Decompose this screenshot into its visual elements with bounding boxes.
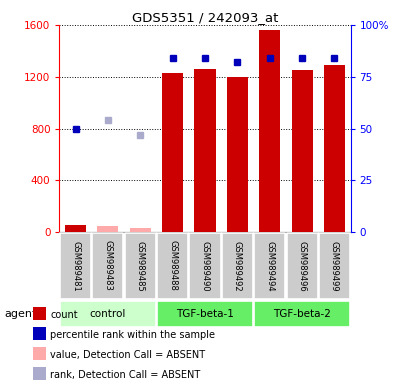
- Text: control: control: [90, 309, 126, 319]
- Bar: [221, 233, 252, 299]
- Bar: [124, 233, 155, 299]
- Bar: [189, 233, 220, 299]
- Text: GSM989494: GSM989494: [265, 241, 274, 291]
- Text: GSM989481: GSM989481: [71, 240, 80, 291]
- Text: rank, Detection Call = ABSENT: rank, Detection Call = ABSENT: [50, 370, 200, 380]
- Bar: [254, 301, 349, 327]
- Text: TGF-beta-1: TGF-beta-1: [175, 309, 234, 319]
- Text: GSM989483: GSM989483: [103, 240, 112, 291]
- Title: GDS5351 / 242093_at: GDS5351 / 242093_at: [131, 11, 278, 24]
- Text: GSM989490: GSM989490: [200, 241, 209, 291]
- Text: TGF-beta-2: TGF-beta-2: [272, 309, 330, 319]
- Bar: [254, 233, 285, 299]
- Text: count: count: [50, 310, 77, 320]
- Bar: [323, 65, 344, 232]
- Bar: [286, 233, 317, 299]
- Bar: [65, 225, 86, 232]
- Text: GSM989496: GSM989496: [297, 240, 306, 291]
- Bar: [258, 30, 279, 232]
- Bar: [97, 226, 118, 232]
- Bar: [291, 70, 312, 232]
- Text: GSM989488: GSM989488: [168, 240, 177, 291]
- Bar: [318, 233, 349, 299]
- Text: percentile rank within the sample: percentile rank within the sample: [50, 330, 214, 340]
- Text: ▶: ▶: [36, 308, 45, 320]
- Bar: [60, 301, 155, 327]
- Text: GSM989499: GSM989499: [329, 241, 338, 291]
- Text: agent: agent: [4, 309, 36, 319]
- Bar: [157, 301, 252, 327]
- Text: GSM989485: GSM989485: [135, 240, 144, 291]
- Bar: [157, 233, 188, 299]
- Bar: [226, 77, 247, 232]
- Bar: [194, 69, 215, 232]
- Bar: [162, 73, 183, 232]
- Bar: [60, 233, 91, 299]
- Text: GSM989492: GSM989492: [232, 241, 241, 291]
- Bar: [92, 233, 123, 299]
- Text: value, Detection Call = ABSENT: value, Detection Call = ABSENT: [50, 350, 204, 360]
- Bar: [130, 228, 151, 232]
